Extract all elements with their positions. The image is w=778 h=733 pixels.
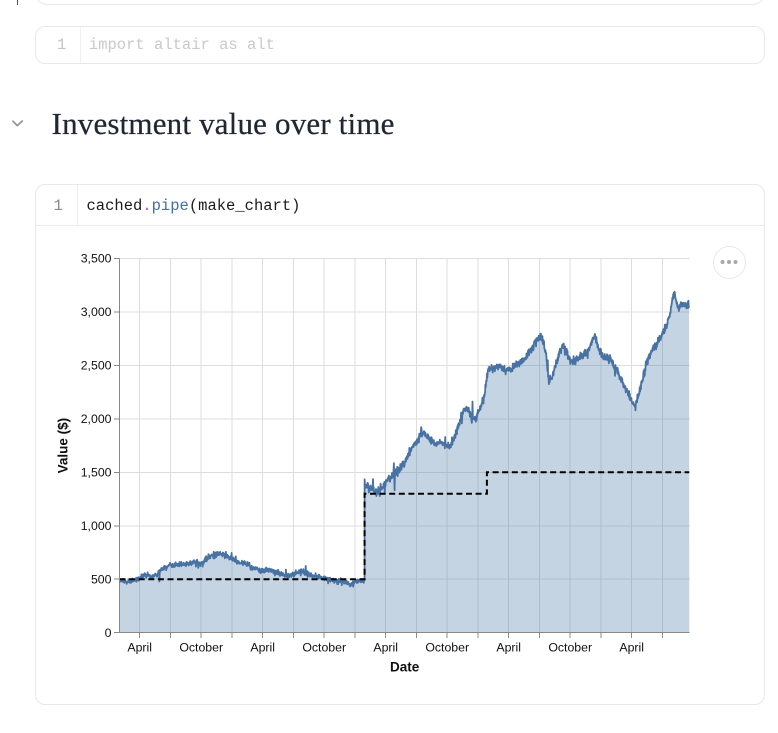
svg-text:1,500: 1,500	[81, 465, 112, 479]
svg-text:2,000: 2,000	[81, 412, 112, 426]
svg-text:April: April	[496, 640, 521, 654]
svg-text:Date: Date	[390, 659, 420, 674]
svg-text:April: April	[619, 640, 644, 654]
svg-text:October: October	[302, 640, 346, 654]
svg-text:October: October	[179, 640, 223, 654]
svg-text:0: 0	[105, 625, 112, 639]
svg-text:2,500: 2,500	[81, 358, 112, 372]
svg-text:October: October	[548, 640, 592, 654]
svg-text:October: October	[425, 640, 469, 654]
svg-text:April: April	[127, 640, 152, 654]
svg-text:500: 500	[91, 572, 112, 586]
svg-text:April: April	[250, 640, 275, 654]
svg-text:1,000: 1,000	[81, 519, 112, 533]
svg-text:3,500: 3,500	[81, 251, 112, 265]
svg-text:April: April	[373, 640, 398, 654]
svg-text:Value ($): Value ($)	[56, 417, 71, 473]
svg-text:3,000: 3,000	[81, 305, 112, 319]
